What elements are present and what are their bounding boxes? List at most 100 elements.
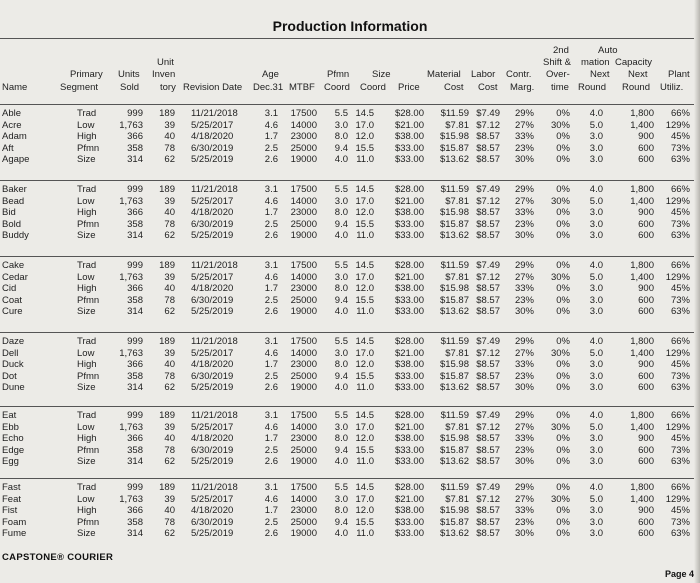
price-cell: $21.00 [394, 271, 424, 283]
units-cell: 999 [127, 260, 143, 271]
material-cost-cell: $11.59 [440, 108, 469, 119]
size-coord-cell: 15.5 [355, 294, 375, 306]
revision-date-cell: 4/18/2020 [191, 359, 234, 371]
age-cell: 3.1 [264, 260, 278, 271]
units-cell: 358 [127, 218, 143, 230]
header-mtbf: MTBF [289, 82, 315, 93]
pfmn-coord-cell: 4.0 [334, 154, 348, 166]
header-automation-line3: Next [590, 69, 610, 80]
capacity-cell: 1,800 [630, 184, 654, 195]
age-cell: 1.7 [264, 505, 278, 517]
overtime-cell: 0% [556, 505, 570, 517]
material-cost-column: $11.59 $7.81 $15.98 $15.87 $13.62 [427, 336, 469, 394]
price-cell: $28.00 [394, 410, 424, 421]
plant-utiliz-column: 66% 129% 45% 73% 63% [658, 482, 690, 540]
size-coord-cell: 14.5 [355, 336, 375, 347]
size-coord-cell: 15.5 [355, 516, 375, 528]
segment-cell: Size [77, 456, 96, 468]
revision-date-cell: 11/21/2018 [191, 482, 238, 493]
overtime-cell: 0% [556, 528, 570, 540]
segment-cell: High [77, 207, 97, 219]
product-name: Cedar [2, 271, 28, 283]
overtime-cell: 30% [550, 347, 570, 359]
header-price: Price [398, 82, 420, 93]
pfmn-coord-cell: 4.0 [334, 230, 348, 242]
pfmn-coord-cell: 9.4 [334, 444, 348, 456]
header-overtime-line2: Shift & [543, 57, 571, 68]
revision-date-cell: 4/18/2020 [191, 131, 234, 143]
revision-date-cell: 6/30/2019 [191, 370, 234, 382]
material-cost-cell: $7.81 [445, 493, 469, 505]
age-cell: 2.5 [264, 444, 278, 456]
plant-utiliz-cell: 45% [670, 359, 690, 371]
product-name: Bead [2, 195, 25, 207]
product-group: Eat Ebb Echo Edge Egg Trad Low High Pfmn Size 99… [0, 406, 700, 478]
price-cell: $33.00 [394, 230, 424, 242]
contr-marg-cell: 30% [514, 528, 534, 540]
age-column: 3.1 4.6 1.7 2.5 2.6 [252, 482, 278, 540]
units-column: 999 1,763 366 358 314 [108, 184, 143, 242]
mtbf-cell: 14000 [290, 119, 317, 131]
units-cell: 1,763 [119, 421, 143, 433]
pfmn-coord-cell: 5.5 [334, 336, 348, 347]
contr-marg-cell: 27% [514, 347, 534, 359]
material-cost-cell: $13.62 [439, 528, 469, 540]
overtime-cell: 0% [556, 230, 570, 242]
capstone-courier-logo: CAPSTONE® COURIER [2, 552, 114, 563]
age-cell: 2.5 [264, 294, 278, 306]
page-edge-shadow [694, 0, 700, 583]
material-cost-cell: $15.98 [439, 283, 469, 295]
age-cell: 2.5 [264, 370, 278, 382]
segment-cell: Trad [77, 108, 97, 119]
automation-cell: 3.0 [589, 142, 603, 154]
contr-marg-cell: 33% [514, 283, 534, 295]
overtime-cell: 0% [556, 516, 570, 528]
contr-marg-cell: 30% [514, 306, 534, 318]
material-cost-column: $11.59 $7.81 $15.98 $15.87 $13.62 [427, 260, 469, 318]
age-cell: 3.1 [264, 184, 278, 195]
mtbf-cell: 17500 [290, 184, 317, 195]
inventory-cell: 78 [164, 142, 175, 154]
header-size-line2: Coord [360, 82, 386, 93]
overtime-cell: 0% [556, 294, 570, 306]
capacity-cell: 1,400 [630, 195, 654, 207]
inventory-cell: 189 [159, 336, 175, 347]
mtbf-column: 17500 14000 23000 25000 19000 [281, 410, 317, 468]
revision-date-cell: 6/30/2019 [191, 294, 234, 306]
segment-cell: High [77, 359, 97, 371]
product-name-column: Eat Ebb Echo Edge Egg [2, 410, 24, 468]
product-name-column: Able Acre Adam Aft Agape [2, 108, 29, 166]
units-cell: 366 [127, 283, 143, 295]
labor-cost-cell: $7.12 [476, 119, 500, 131]
product-name: Fist [2, 505, 18, 517]
automation-cell: 4.0 [589, 260, 603, 271]
pfmn-coord-cell: 4.0 [334, 528, 348, 540]
overtime-cell: 0% [556, 336, 570, 347]
pfmn-coord-cell: 8.0 [334, 283, 348, 295]
plant-utiliz-cell: 45% [670, 505, 690, 517]
product-name-column: Cake Cedar Cid Coat Cure [2, 260, 28, 318]
age-cell: 4.6 [264, 347, 278, 359]
pfmn-coord-cell: 4.0 [334, 382, 348, 394]
header-segment-line1: Primary [70, 69, 103, 80]
age-cell: 2.6 [264, 154, 278, 166]
automation-cell: 4.0 [589, 410, 603, 421]
contr-marg-cell: 27% [514, 119, 534, 131]
units-cell: 999 [127, 410, 143, 421]
material-cost-cell: $15.87 [439, 444, 469, 456]
mtbf-cell: 19000 [290, 230, 317, 242]
overtime-column: 0% 30% 0% 0% 0% [540, 410, 570, 468]
capacity-column: 1,800 1,400 900 600 600 [620, 410, 654, 468]
header-labor-line1: Labor [471, 69, 496, 80]
revision-date-column: 11/21/2018 5/25/2017 4/18/2020 6/30/2019 5/2… [191, 108, 238, 166]
pfmn-coord-cell: 9.4 [334, 370, 348, 382]
revision-date-cell: 5/25/2017 [191, 347, 234, 359]
overtime-cell: 30% [550, 493, 570, 505]
overtime-cell: 0% [556, 131, 570, 143]
age-cell: 4.6 [264, 421, 278, 433]
pfmn-coord-cell: 5.5 [334, 260, 348, 271]
material-cost-cell: $15.87 [439, 294, 469, 306]
units-cell: 366 [127, 131, 143, 143]
inventory-cell: 40 [164, 131, 175, 143]
product-name: Feat [2, 493, 22, 505]
